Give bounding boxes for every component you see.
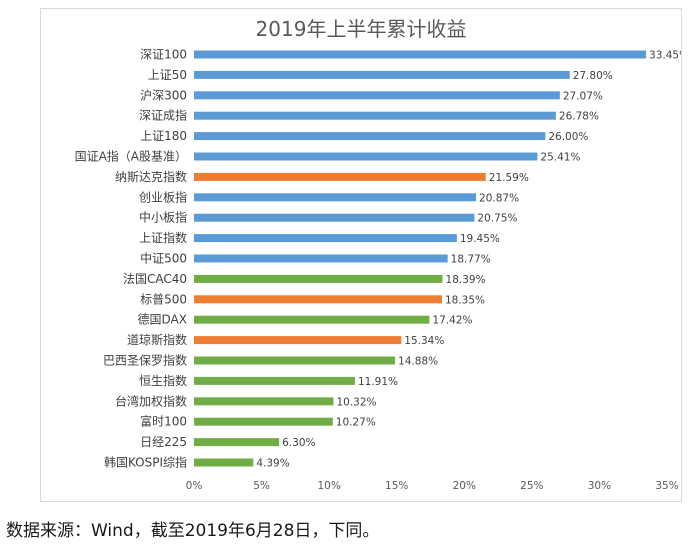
category-label: 深证100	[140, 48, 187, 62]
value-label: 4.39%	[256, 458, 289, 470]
bar	[194, 91, 560, 100]
category-label: 台湾加权指数	[115, 393, 187, 408]
bar	[194, 50, 647, 59]
value-label: 21.59%	[489, 172, 529, 184]
value-label: 25.41%	[540, 152, 580, 164]
category-label: 德国DAX	[138, 312, 187, 327]
bar	[194, 172, 486, 181]
value-label: 19.45%	[460, 233, 500, 245]
bar	[194, 458, 254, 467]
bar	[194, 356, 396, 365]
category-label: 国证A指（A股基准）	[75, 149, 187, 164]
category-label: 上证180	[140, 129, 187, 143]
x-tick-label: 10%	[317, 480, 340, 492]
value-label: 20.75%	[477, 213, 517, 225]
x-tick-label: 20%	[453, 480, 476, 492]
bar	[194, 70, 570, 79]
x-tick-label: 15%	[385, 480, 408, 492]
x-tick-label: 30%	[588, 480, 611, 492]
category-label: 恒生指数	[139, 373, 187, 388]
category-label: 法国CAC40	[123, 272, 187, 286]
category-label: 中证500	[140, 251, 187, 266]
category-label: 巴西圣保罗指数	[103, 353, 187, 368]
category-label: 上证指数	[139, 230, 187, 245]
value-label: 26.78%	[559, 111, 599, 123]
source-note: 数据来源：Wind，截至2019年6月28日，下同。	[6, 521, 380, 541]
chart-frame: 2019年上半年累计收益 深证100 33.45% 上证50 27.80% 沪深300 2…	[40, 8, 682, 502]
value-label: 15.34%	[404, 335, 444, 347]
bar	[194, 336, 402, 345]
bar	[194, 213, 475, 222]
bar	[194, 315, 430, 324]
chart-title: 2019年上半年累计收益	[256, 17, 467, 41]
bar	[194, 254, 448, 263]
bar	[194, 152, 538, 161]
category-label: 韩国KOSPI综指	[104, 455, 187, 470]
category-label: 日经225	[140, 435, 187, 449]
value-label: 14.88%	[398, 356, 438, 368]
value-label: 10.27%	[336, 417, 376, 429]
category-label: 深证成指	[139, 108, 187, 123]
value-label: 27.80%	[573, 70, 613, 82]
bar	[194, 111, 556, 120]
bar	[194, 234, 457, 243]
x-tick-label: 5%	[253, 480, 270, 492]
bar	[194, 376, 355, 385]
value-label: 18.39%	[446, 274, 486, 286]
x-tick-label: 35%	[655, 480, 678, 492]
bar	[194, 193, 477, 202]
bar-chart: 2019年上半年累计收益 深证100 33.45% 上证50 27.80% 沪深300 2…	[75, 17, 681, 492]
category-label: 沪深300	[140, 88, 187, 102]
value-label: 26.00%	[548, 131, 588, 143]
category-label: 富时100	[140, 414, 187, 429]
value-label: 27.07%	[563, 90, 603, 102]
x-tick-label: 25%	[520, 480, 543, 492]
bar	[194, 132, 546, 141]
category-label: 道琼斯指数	[127, 332, 187, 347]
bar	[194, 295, 442, 304]
value-label: 6.30%	[282, 437, 315, 449]
value-label: 33.45%	[649, 50, 681, 62]
category-label: 上证50	[148, 68, 187, 82]
bar	[194, 274, 443, 283]
category-label: 纳斯达克指数	[115, 169, 187, 184]
bar	[194, 417, 333, 426]
category-label: 中小板指	[139, 210, 187, 225]
category-label: 标普500	[140, 292, 187, 306]
value-label: 20.87%	[479, 192, 519, 204]
bar	[194, 438, 280, 447]
bar	[194, 397, 334, 406]
value-label: 18.77%	[451, 254, 491, 266]
value-label: 18.35%	[445, 294, 485, 306]
value-label: 17.42%	[432, 315, 472, 327]
x-tick-label: 0%	[186, 480, 203, 492]
category-label: 创业板指	[139, 189, 187, 204]
value-label: 10.32%	[336, 396, 376, 408]
value-label: 11.91%	[358, 376, 398, 388]
